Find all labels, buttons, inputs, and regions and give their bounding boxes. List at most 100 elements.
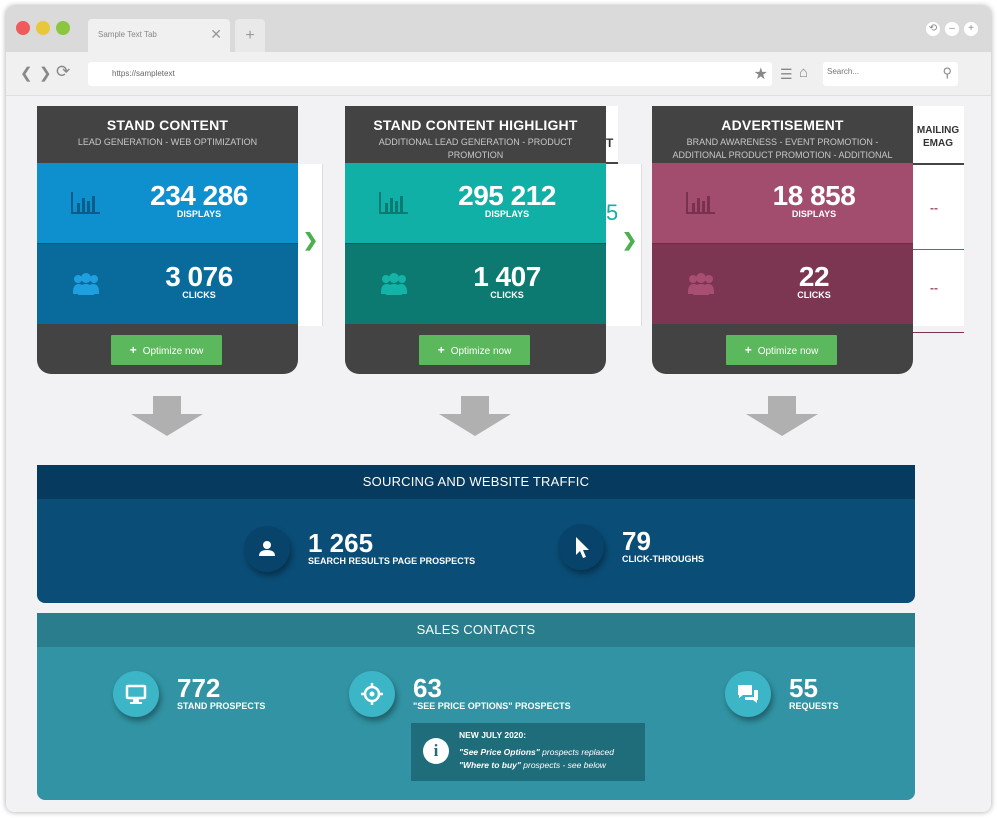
clicks-value: 1 407 bbox=[473, 261, 541, 292]
back-icon[interactable]: ❮ bbox=[20, 65, 33, 82]
search-box[interactable]: ⚲ bbox=[823, 62, 958, 86]
home-icon[interactable]: ⌂ bbox=[799, 64, 809, 81]
zoom-window-button[interactable] bbox=[56, 21, 70, 35]
browser-tab[interactable]: Sample Text Tab ✕ bbox=[88, 19, 230, 52]
target-icon bbox=[349, 671, 395, 717]
down-arrow-icon bbox=[746, 396, 818, 436]
forward-icon[interactable]: ❯ bbox=[39, 65, 52, 82]
bookmark-star-icon[interactable]: ★ bbox=[753, 66, 768, 83]
peek-title-line1: MAILING bbox=[916, 125, 960, 136]
minimize-window-button[interactable] bbox=[36, 21, 50, 35]
peek-dash-displays: -- bbox=[930, 201, 938, 215]
card-title: STAND CONTENT bbox=[106, 117, 229, 133]
card-title: ADVERTISEMENT bbox=[721, 117, 844, 133]
displays-metric: 295 212 DISPLAYS bbox=[345, 163, 606, 243]
monitor-icon bbox=[113, 671, 159, 717]
stat-value: 1 265 bbox=[308, 528, 374, 558]
title-bar: Sample Text Tab ✕ + ⟲ – + bbox=[6, 6, 991, 52]
stand-content-highlight-card: STAND CONTENT HIGHLIGHT ADDITIONAL LEAD … bbox=[345, 106, 606, 374]
displays-label: DISPLAYS bbox=[176, 209, 222, 219]
restore-icon[interactable]: ⟲ bbox=[926, 22, 940, 36]
menu-icon[interactable]: ☰ bbox=[780, 66, 793, 82]
down-arrow-icon bbox=[439, 396, 511, 436]
displays-metric: 18 858 DISPLAYS bbox=[652, 163, 913, 243]
clicks-label: CLICKS bbox=[797, 290, 831, 300]
next-arrow-icon[interactable]: ❯ bbox=[622, 230, 638, 250]
stat-value: 63 bbox=[413, 673, 442, 703]
reload-icon[interactable]: ⟳ bbox=[56, 62, 71, 81]
next-arrow-icon[interactable]: ❯ bbox=[303, 230, 319, 250]
peek-header-rule bbox=[606, 162, 618, 164]
chat-icon bbox=[725, 671, 771, 717]
maximize-icon[interactable]: + bbox=[964, 22, 978, 36]
search-icon[interactable]: ⚲ bbox=[942, 65, 952, 80]
card-header: STAND CONTENT HIGHLIGHT ADDITIONAL LEAD … bbox=[345, 106, 606, 163]
next-panel-peek-1: ❯ bbox=[298, 164, 323, 326]
stat-value: 79 bbox=[622, 526, 651, 556]
card-title: STAND CONTENT HIGHLIGHT bbox=[373, 117, 578, 133]
clicks-value: 3 076 bbox=[165, 261, 233, 292]
stat-label: "SEE PRICE OPTIONS" PROSPECTS bbox=[413, 701, 571, 711]
address-bar[interactable]: https://sampletext ★ bbox=[88, 62, 772, 86]
plus-icon: + bbox=[129, 343, 137, 357]
users-icon bbox=[73, 273, 99, 295]
user-icon bbox=[244, 526, 290, 572]
stat-label: CLICK-THROUGHS bbox=[622, 554, 704, 564]
next-panel-peek-2: T 5 bbox=[606, 106, 618, 326]
plus-icon: + bbox=[744, 343, 752, 357]
sourcing-panel: SOURCING AND WEBSITE TRAFFIC 1 265 SEARC… bbox=[37, 465, 915, 603]
new-tab-button[interactable]: + bbox=[235, 19, 265, 52]
page-content: ❯ T 5 ❯ MAILING EMAG -- -- STAND CONTENT… bbox=[6, 96, 991, 812]
displays-value: 295 212 bbox=[458, 180, 556, 211]
displays-value: 234 286 bbox=[150, 180, 248, 211]
peek-dash-clicks: -- bbox=[930, 281, 938, 295]
sourcing-title: SOURCING AND WEBSITE TRAFFIC bbox=[37, 465, 915, 499]
displays-value: 18 858 bbox=[772, 180, 856, 211]
advertisement-card: ADVERTISEMENT BRAND AWARENESS - EVENT PR… bbox=[652, 106, 913, 374]
note-line-1: "See Price Options" prospects replaced bbox=[459, 747, 614, 757]
card-header: STAND CONTENT LEAD GENERATION - WEB OPTI… bbox=[37, 106, 298, 163]
bar-chart-icon bbox=[71, 192, 100, 214]
peek-value-fragment: 5 bbox=[606, 200, 619, 225]
tab-close-icon[interactable]: ✕ bbox=[210, 26, 222, 42]
card-subtitle: LEAD GENERATION - WEB OPTIMIZATION bbox=[77, 137, 258, 147]
plus-icon: + bbox=[437, 343, 445, 357]
sales-contacts-panel: SALES CONTACTS 772 STAND PROSPECTS 63 "S… bbox=[37, 613, 915, 800]
bar-chart-icon bbox=[379, 192, 408, 214]
minimize-icon[interactable]: – bbox=[945, 22, 959, 36]
browser-toolbar: ❮ ❯ ⟳ https://sampletext ★ ☰ ⌂ ⚲ bbox=[6, 52, 991, 96]
optimize-now-button[interactable]: + Optimize now bbox=[419, 335, 530, 365]
optimize-now-button[interactable]: + Optimize now bbox=[111, 335, 222, 365]
clicks-value: 22 bbox=[798, 261, 830, 292]
card-subtitle: ADDITIONAL LEAD GENERATION - PRODUCT PRO… bbox=[378, 137, 573, 160]
browser-window: Sample Text Tab ✕ + ⟲ – + ❮ ❯ ⟳ https://… bbox=[6, 6, 991, 812]
users-icon bbox=[688, 273, 714, 295]
search-input[interactable] bbox=[827, 67, 935, 76]
displays-label: DISPLAYS bbox=[791, 209, 837, 219]
next-panel-peek-3: ❯ bbox=[617, 164, 642, 326]
peek-title-line2: EMAG bbox=[923, 138, 953, 149]
clicks-label: CLICKS bbox=[490, 290, 524, 300]
clicks-metric: 22 CLICKS bbox=[652, 244, 913, 324]
bar-chart-icon bbox=[686, 192, 715, 214]
clicks-metric: 3 076 CLICKS bbox=[37, 244, 298, 324]
stat-value: 772 bbox=[177, 673, 221, 703]
card-header: ADVERTISEMENT BRAND AWARENESS - EVENT PR… bbox=[652, 106, 913, 173]
note-title: NEW JULY 2020: bbox=[459, 730, 527, 740]
stat-label: STAND PROSPECTS bbox=[177, 701, 266, 711]
sales-title: SALES CONTACTS bbox=[37, 613, 915, 647]
users-icon bbox=[381, 273, 407, 295]
url-text: https://sampletext bbox=[112, 69, 175, 78]
stand-content-card: STAND CONTENT LEAD GENERATION - WEB OPTI… bbox=[37, 106, 298, 374]
stat-label: SEARCH RESULTS PAGE PROSPECTS bbox=[308, 556, 476, 566]
clicks-label: CLICKS bbox=[182, 290, 216, 300]
clicks-metric: 1 407 CLICKS bbox=[345, 244, 606, 324]
stat-value: 55 bbox=[789, 673, 818, 703]
peek-header-fragment: T bbox=[606, 136, 614, 150]
close-window-button[interactable] bbox=[16, 21, 30, 35]
down-arrow-icon bbox=[131, 396, 203, 436]
stat-label: REQUESTS bbox=[789, 701, 839, 711]
optimize-now-button[interactable]: + Optimize now bbox=[726, 335, 837, 365]
displays-label: DISPLAYS bbox=[484, 209, 530, 219]
info-icon: i bbox=[423, 738, 449, 764]
